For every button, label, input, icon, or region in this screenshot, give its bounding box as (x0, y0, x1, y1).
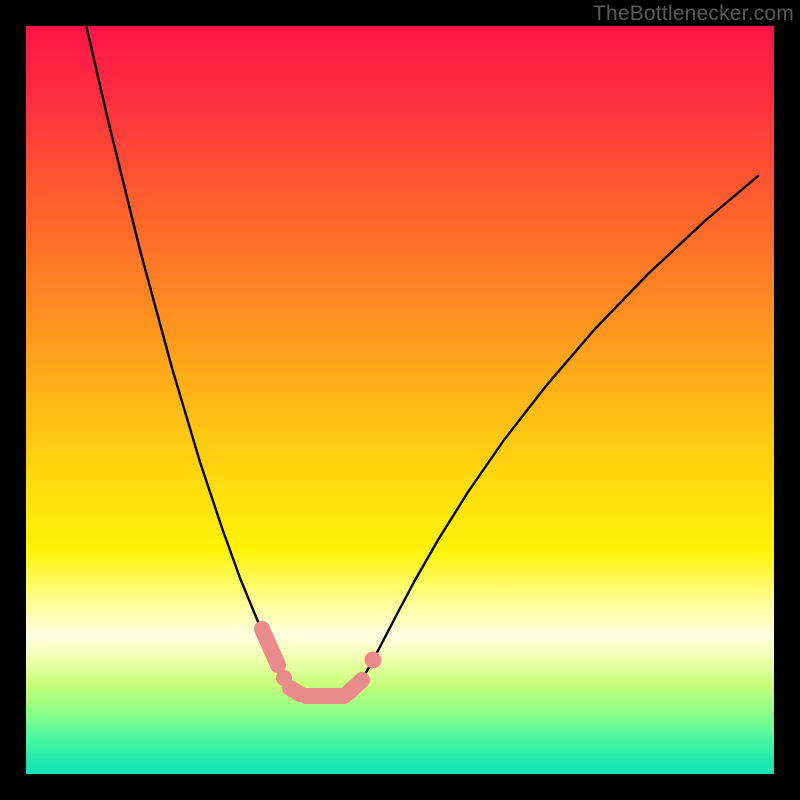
marker-dot (365, 652, 382, 669)
marker-pill (262, 629, 278, 665)
watermark-text: TheBottlenecker.com (593, 2, 794, 26)
curve-layer (26, 26, 774, 774)
marker-pill (290, 688, 300, 694)
plot-area (26, 26, 774, 774)
curve-markers (262, 629, 382, 696)
chart-stage: TheBottlenecker.com (0, 0, 800, 800)
marker-pill (348, 680, 362, 693)
bottleneck-curve (78, 26, 758, 697)
